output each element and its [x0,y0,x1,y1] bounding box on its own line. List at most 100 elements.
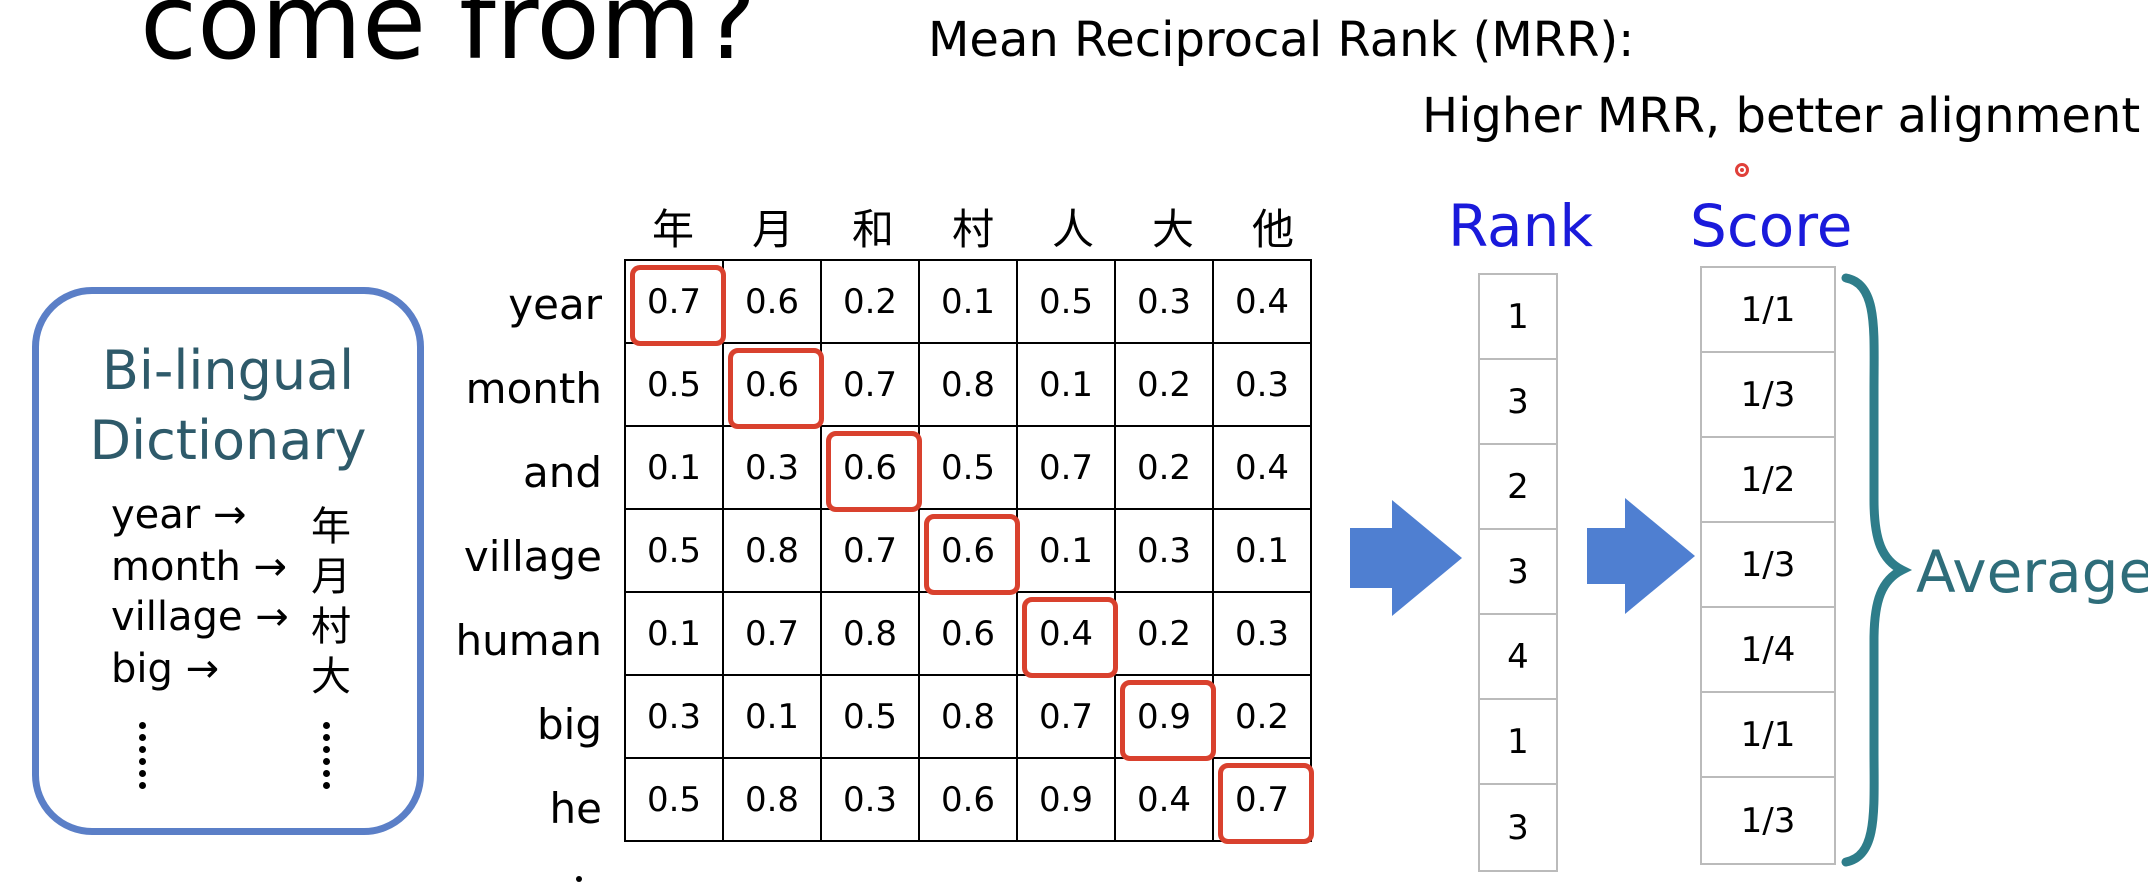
matrix-row: 0.1 0.3 0.6 0.5 0.7 0.2 0.4 [624,425,1312,513]
matrix-cell: 0.5 [918,425,1018,510]
matrix-cell: 0.4 [1114,757,1214,842]
matrix-row: 0.5 0.8 0.3 0.6 0.9 0.4 0.7 [624,757,1315,845]
matrix-cell: 0.2 [1212,674,1312,759]
matrix-cell: 0.6 [918,757,1018,842]
rank-cell: 1 [1480,700,1556,785]
dictionary-title-line1: Bi-lingual [101,339,355,402]
matrix-cell: 0.9 [1016,757,1116,842]
matrix-cell: 0.2 [1114,425,1214,510]
dict-entry-en: big → [111,646,220,692]
score-cell: 1/3 [1740,800,1796,841]
column-header: 村 [951,205,994,254]
matrix-row: 0.3 0.1 0.5 0.8 0.7 0.9 0.2 [624,674,1312,762]
matrix-cell: 0.6 [722,259,822,344]
matrix-cell: 0.5 [624,508,724,593]
score-cell: 1/3 [1702,353,1834,438]
matrix-cell: 0.1 [1212,508,1312,593]
rank-cell: 3 [1480,530,1556,615]
matrix-cell: 0.3 [1212,342,1312,427]
dict-entry-zh: 月 [311,554,351,600]
column-header: 人 [1051,205,1094,254]
row-header: year [508,280,602,329]
column-header: 大 [1151,205,1194,254]
matrix-cell: 0.9 [1114,674,1217,762]
matrix-cell: 0.2 [1114,342,1214,427]
dict-entry-zh: 年 [311,504,351,550]
matrix-cell: 0.7 [820,508,920,593]
matrix-cell: 0.3 [624,674,724,759]
dict-entry-en: village → [111,594,289,640]
matrix-cell: 0.5 [820,674,920,759]
right-arrow-icon [1587,498,1695,614]
matrix-cell: 0.6 [918,508,1021,596]
vertical-ellipsis-icon [139,722,147,794]
stray-dot [576,876,582,882]
matrix-row: 0.1 0.7 0.8 0.6 0.4 0.2 0.3 [624,591,1312,679]
matrix-cell: 0.4 [1016,591,1119,679]
matrix-cell: 0.1 [1016,508,1116,593]
curly-brace-icon [1841,273,1913,867]
column-header: 和 [851,205,894,254]
row-header: and [522,448,602,497]
slide-title: come from? [140,0,757,83]
matrix-row: 0.5 0.8 0.7 0.6 0.1 0.3 0.1 [624,508,1312,596]
matrix-cell: 0.5 [1016,259,1116,344]
matrix-cell: 0.7 [1212,757,1315,845]
column-header: 他 [1251,205,1294,254]
matrix-cell: 0.8 [918,674,1018,759]
rank-cell: 2 [1480,445,1556,530]
matrix-cell: 0.3 [722,425,822,510]
dict-entry-en: month → [111,544,288,590]
matrix-cell: 0.8 [722,508,822,593]
matrix-cell: 0.8 [722,757,822,842]
rank-cell: 3 [1480,360,1556,445]
dict-entry-zh: 大 [311,654,351,700]
matrix-cell: 0.4 [1212,425,1312,510]
matrix-cell: 0.4 [1212,259,1312,344]
matrix-cell: 0.1 [1016,342,1116,427]
matrix-cell: 0.5 [624,757,724,842]
vertical-ellipsis-icon [323,722,331,794]
matrix-cell: 0.8 [820,591,920,676]
dict-entry-en: year → [111,492,247,538]
mrr-heading: Mean Reciprocal Rank (MRR): [928,12,1635,68]
average-label: Average [1916,538,2148,606]
matrix-cell: 0.5 [624,342,724,427]
row-header: human [455,616,602,665]
laser-pointer-dot [1735,163,1749,177]
matrix-cell: 0.6 [918,591,1018,676]
score-cell: 1/1 [1702,693,1834,778]
matrix-cell: 0.1 [624,591,724,676]
matrix-cell: 0.7 [820,342,920,427]
matrix-cell: 0.2 [820,259,920,344]
matrix-row: 0.5 0.6 0.7 0.8 0.1 0.2 0.3 [624,342,1312,430]
matrix-cell: 0.3 [1114,259,1214,344]
matrix-cell: 0.7 [722,591,822,676]
matrix-cell: 0.3 [1114,508,1214,593]
matrix-cell: 0.3 [1212,591,1312,676]
matrix-cell: 0.7 [624,259,727,347]
rank-list: 1 3 2 3 4 1 3 [1478,273,1558,872]
matrix-cell: 0.7 [1016,425,1116,510]
score-cell: 1/3 [1702,523,1834,608]
mrr-note: Higher MRR, better alignment [1422,88,2141,144]
score-title: Score [1690,192,1853,260]
rank-cell: 4 [1480,615,1556,700]
matrix-cell: 0.1 [722,674,822,759]
rank-title: Rank [1448,192,1593,260]
rank-cell: 3 [1507,807,1529,848]
dictionary-title: Bi-lingual Dictionary [39,336,417,476]
score-list: 1/1 1/3 1/2 1/3 1/4 1/1 1/3 [1700,266,1836,865]
row-header: village [463,532,602,581]
row-header: big [537,700,602,749]
dictionary-title-line2: Dictionary [89,409,367,472]
matrix-cell: 0.1 [624,425,724,510]
similarity-matrix: 0.7 0.6 0.2 0.1 0.5 0.3 0.4 0.5 0.6 0.7 … [624,259,1315,845]
row-header: he [549,784,602,833]
matrix-cell: 0.6 [820,425,923,513]
matrix-cell: 0.1 [918,259,1018,344]
dict-entry-zh: 村 [311,604,351,650]
score-cell: 1/1 [1702,268,1834,353]
score-cell: 1/4 [1702,608,1834,693]
row-header: month [465,364,602,413]
